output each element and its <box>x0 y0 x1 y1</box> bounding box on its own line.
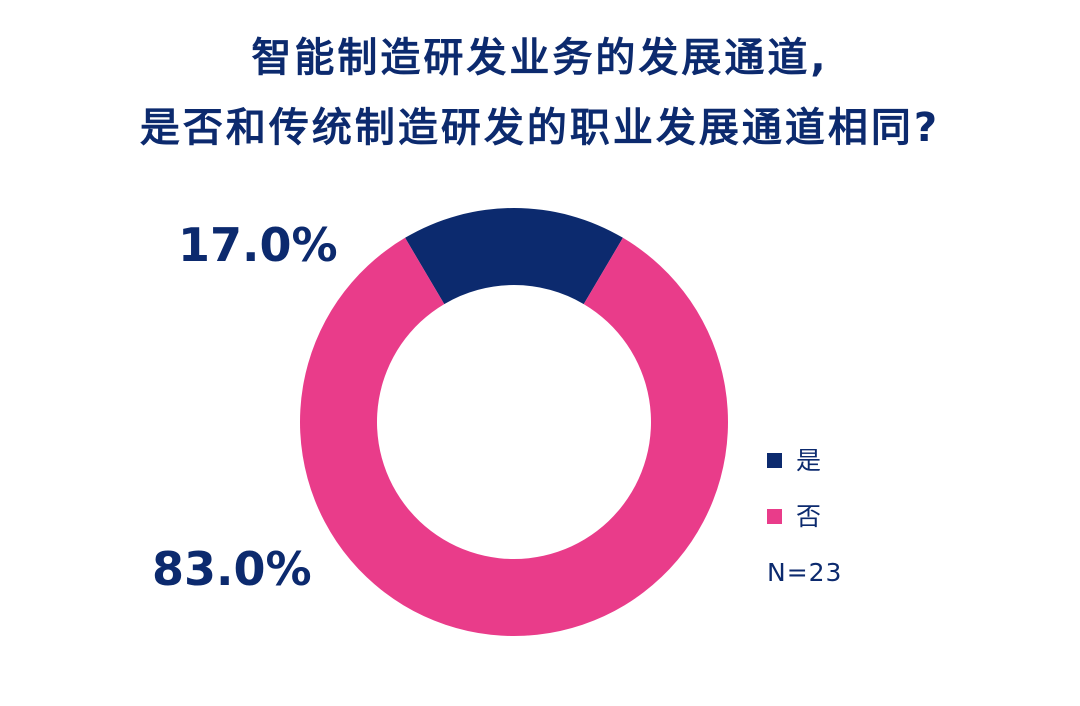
sample-size-label: N=23 <box>767 558 843 587</box>
slice-label-yes: 17.0% <box>178 218 338 272</box>
donut-slice-yes <box>405 207 623 305</box>
legend-label-yes: 是 <box>796 446 822 475</box>
slice-label-no: 83.0% <box>152 542 312 596</box>
legend-item-no: 否 <box>767 504 821 529</box>
legend-swatch-no <box>767 508 782 524</box>
chart-title-line-2: 是否和传统制造研发的职业发展通道相同? <box>139 105 941 151</box>
legend-label-no: 否 <box>796 502 822 531</box>
chart-title-line-1: 智能制造研发业务的发展通道, <box>251 35 829 81</box>
legend-swatch-yes <box>767 452 782 468</box>
legend-item-yes: 是 <box>767 448 821 473</box>
donut-slice-no <box>299 237 728 636</box>
